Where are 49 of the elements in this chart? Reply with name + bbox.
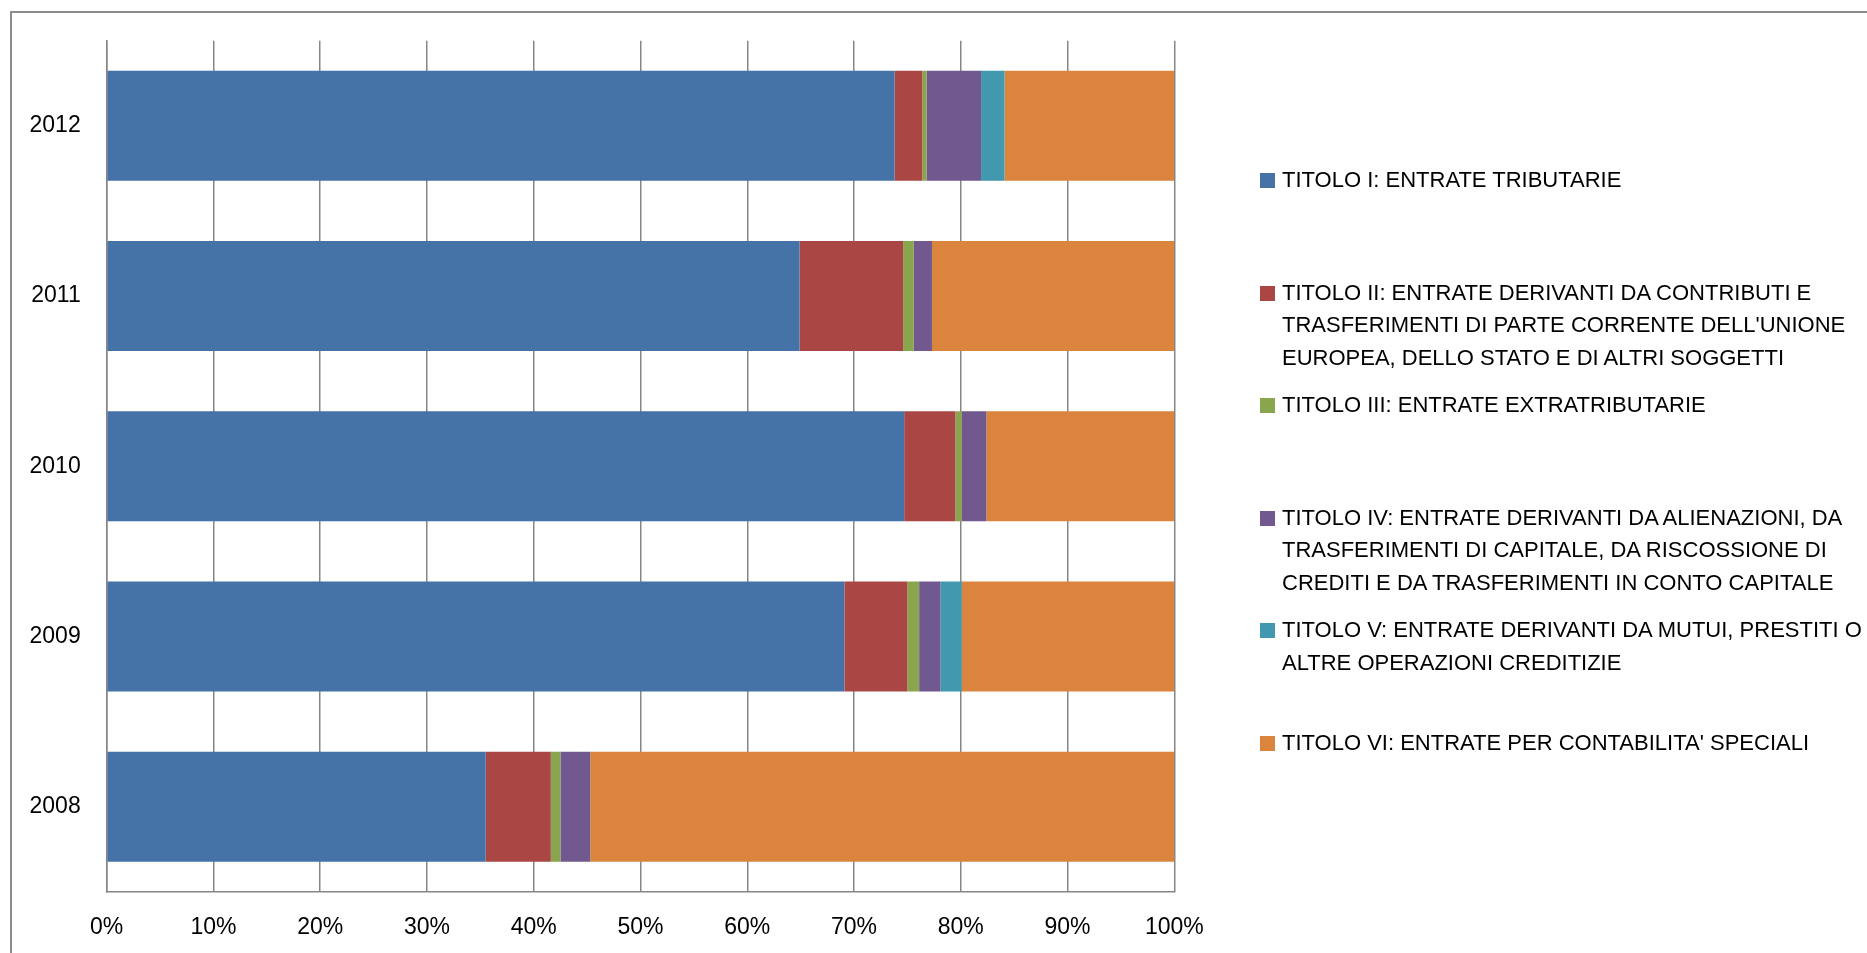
x-tick-label: 90% bbox=[1044, 913, 1091, 940]
x-tick-label: 40% bbox=[510, 913, 557, 940]
bar bbox=[955, 411, 962, 522]
bar bbox=[961, 581, 1175, 692]
y-tick-label: 2008 bbox=[29, 792, 81, 819]
x-tick-label: 30% bbox=[403, 913, 450, 940]
bar bbox=[961, 411, 987, 522]
x-tick-label: 0% bbox=[90, 913, 124, 940]
x-tick-label: 50% bbox=[617, 913, 664, 940]
bar bbox=[1004, 70, 1175, 181]
bar bbox=[107, 70, 895, 181]
bar bbox=[940, 581, 962, 692]
bar bbox=[926, 70, 982, 181]
x-tick-label: 10% bbox=[190, 913, 237, 940]
bar bbox=[894, 70, 923, 181]
bar bbox=[107, 241, 800, 352]
legend-label: TITOLO V: ENTRATE DERIVANTI DA MUTUI, PRESTITI O ALTRE OPERAZIONI CREDITIZIE bbox=[1282, 617, 1862, 675]
y-tick-label: 2009 bbox=[29, 621, 81, 648]
bar bbox=[799, 241, 904, 352]
x-tick-label: 70% bbox=[831, 913, 878, 940]
x-tick-label: 60% bbox=[724, 913, 771, 940]
y-tick-label: 2011 bbox=[31, 281, 81, 308]
x-tick-label: 100% bbox=[1144, 913, 1204, 940]
bar bbox=[913, 241, 932, 352]
legend-label: TITOLO VI: ENTRATE PER CONTABILITA' SPECIALI bbox=[1282, 729, 1810, 755]
bar bbox=[550, 751, 561, 862]
x-tick-label: 80% bbox=[937, 913, 984, 940]
bar bbox=[922, 70, 927, 181]
bar bbox=[919, 581, 941, 692]
bar bbox=[107, 581, 845, 692]
bar bbox=[485, 751, 551, 862]
bar bbox=[931, 241, 1175, 352]
bar bbox=[560, 751, 591, 862]
bar bbox=[981, 70, 1005, 181]
bar bbox=[844, 581, 908, 692]
bar bbox=[907, 581, 920, 692]
y-tick-label: 2012 bbox=[29, 111, 81, 138]
legend-label: TITOLO IV: ENTRATE DERIVANTI DA ALIENAZIONI, DA TRASFERIMENTI DI CAPITALE, DA RISCOSSIONE DI CREDITI E DA TRASFERIMENTI IN CONTO CAPITALE bbox=[1282, 504, 1842, 595]
bar bbox=[903, 241, 914, 352]
y-tick-label: 2010 bbox=[29, 451, 81, 478]
bar bbox=[986, 411, 1175, 522]
legend-label: TITOLO I: ENTRATE TRIBUTARIE bbox=[1282, 167, 1622, 192]
bar bbox=[904, 411, 956, 522]
bar bbox=[107, 751, 486, 862]
bar bbox=[590, 751, 1175, 862]
x-tick-label: 20% bbox=[297, 913, 344, 940]
bar bbox=[107, 411, 905, 522]
legend-label: TITOLO III: ENTRATE EXTRATRIBUTARIE bbox=[1282, 392, 1706, 417]
legend-label: TITOLO II: ENTRATE DERIVANTI DA CONTRIBUTI E TRASFERIMENTI DI PARTE CORRENTE DELL'UNIONE EUROPEA, DELLO STATO E DI ALTRI SOGGETTI bbox=[1282, 279, 1846, 370]
